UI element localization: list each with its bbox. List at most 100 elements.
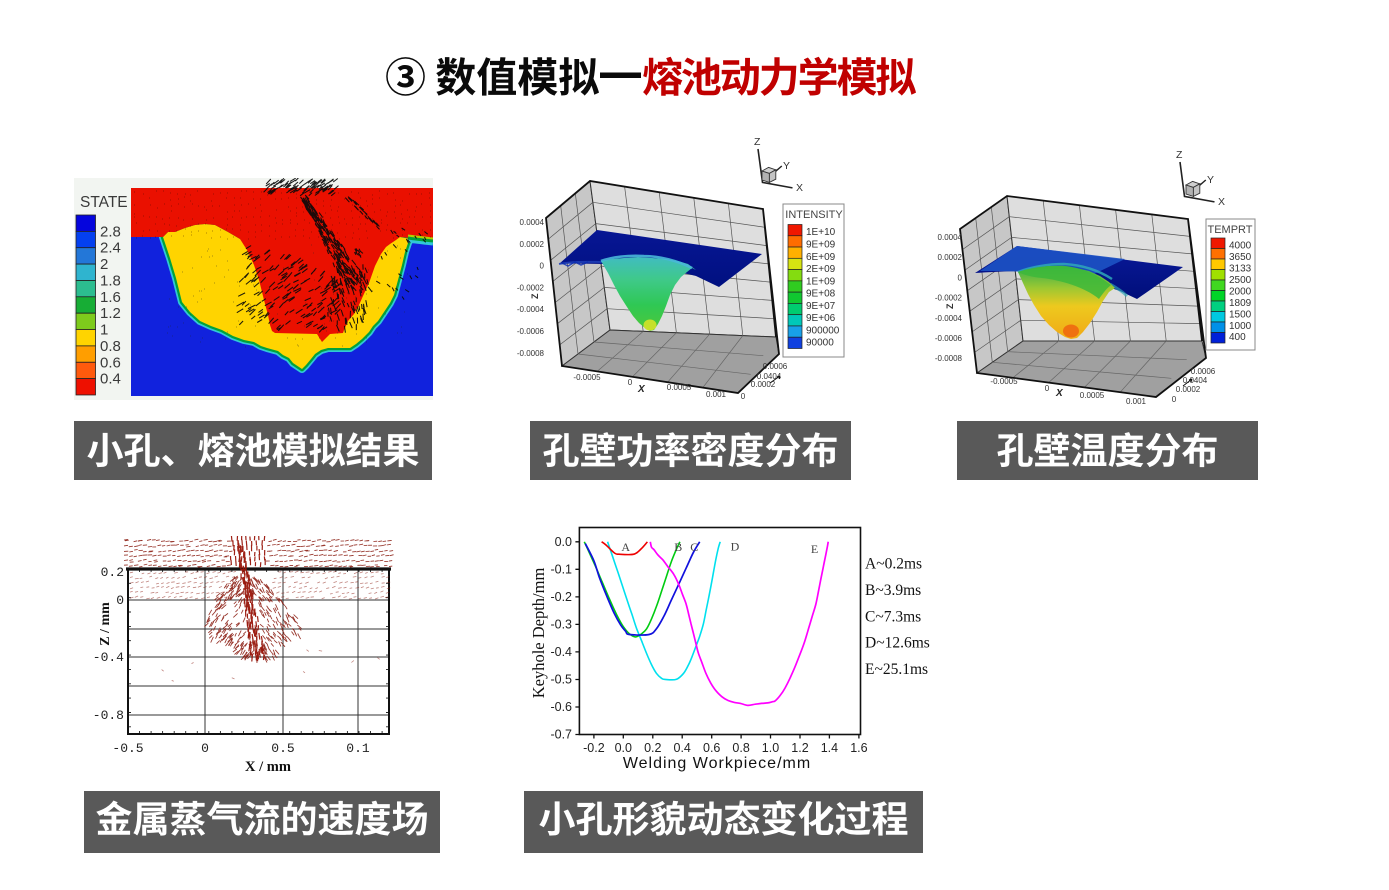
svg-text:0.0004: 0.0004 <box>938 233 963 242</box>
svg-text:0.0005: 0.0005 <box>1080 391 1105 400</box>
svg-text:B~3.9ms: B~3.9ms <box>865 582 921 599</box>
svg-text:-0.5: -0.5 <box>112 741 143 756</box>
svg-text:1.2: 1.2 <box>791 741 808 755</box>
svg-text:-0.2: -0.2 <box>583 741 605 755</box>
svg-text:0.0004: 0.0004 <box>520 218 545 227</box>
svg-text:0.2: 0.2 <box>644 741 661 755</box>
svg-text:1E+09: 1E+09 <box>806 276 836 287</box>
svg-text:Y: Y <box>783 160 790 172</box>
svg-text:E: E <box>811 542 818 556</box>
svg-text:9E+07: 9E+07 <box>806 301 836 312</box>
svg-text:3133: 3133 <box>1229 264 1252 275</box>
svg-text:0.6: 0.6 <box>703 741 720 755</box>
svg-text:0.0002: 0.0002 <box>520 240 545 249</box>
svg-text:0.0404: 0.0404 <box>757 372 782 381</box>
svg-text:1: 1 <box>100 322 108 339</box>
svg-text:TEMPRT: TEMPRT <box>1207 224 1252 236</box>
svg-text:-0.5: -0.5 <box>550 673 572 687</box>
svg-text:X: X <box>1218 196 1225 208</box>
svg-text:-0.6: -0.6 <box>550 700 572 714</box>
svg-text:-0.4: -0.4 <box>550 645 572 659</box>
svg-text:Keyhole Depth/mm: Keyhole Depth/mm <box>529 568 548 699</box>
svg-text:900000: 900000 <box>806 325 840 336</box>
svg-text:1.2: 1.2 <box>100 305 121 322</box>
svg-text:-0.2: -0.2 <box>550 590 572 604</box>
svg-text:0.001: 0.001 <box>1126 397 1147 406</box>
svg-text:3650: 3650 <box>1229 252 1252 263</box>
svg-text:C: C <box>690 540 698 554</box>
svg-text:0.8: 0.8 <box>732 741 749 755</box>
svg-text:-0.0006: -0.0006 <box>935 334 963 343</box>
svg-text:2.8: 2.8 <box>100 223 121 240</box>
svg-text:1.6: 1.6 <box>850 741 867 755</box>
svg-text:1E+10: 1E+10 <box>806 227 836 238</box>
svg-text:2000: 2000 <box>1229 286 1252 297</box>
svg-text:6E+09: 6E+09 <box>806 252 836 263</box>
svg-text:0: 0 <box>628 378 633 387</box>
svg-text:1.6: 1.6 <box>100 289 121 306</box>
svg-text:-0.0002: -0.0002 <box>517 283 545 292</box>
svg-text:0.0: 0.0 <box>555 535 572 549</box>
svg-text:0: 0 <box>1045 384 1050 393</box>
svg-text:1000: 1000 <box>1229 321 1252 332</box>
svg-text:Z: Z <box>754 136 761 148</box>
svg-text:9E+06: 9E+06 <box>806 313 836 324</box>
svg-text:Z: Z <box>945 303 955 309</box>
svg-text:X: X <box>796 182 803 194</box>
svg-text:C~7.3ms: C~7.3ms <box>865 608 921 625</box>
svg-text:0.001: 0.001 <box>706 390 727 399</box>
svg-text:A~0.2ms: A~0.2ms <box>865 556 922 573</box>
svg-text:90000: 90000 <box>806 338 834 349</box>
svg-text:9E+09: 9E+09 <box>806 240 836 251</box>
svg-text:-0.0004: -0.0004 <box>935 314 963 323</box>
svg-text:A: A <box>621 540 630 554</box>
svg-text:-0.7: -0.7 <box>550 728 572 742</box>
svg-text:D: D <box>731 540 740 554</box>
svg-text:0.0404: 0.0404 <box>1183 376 1208 385</box>
svg-text:-0.1: -0.1 <box>550 562 572 576</box>
svg-text:0.6: 0.6 <box>100 354 121 371</box>
svg-text:1.4: 1.4 <box>821 741 838 755</box>
svg-text:1500: 1500 <box>1229 309 1252 320</box>
svg-text:D~12.6ms: D~12.6ms <box>865 635 930 652</box>
svg-text:-0.0002: -0.0002 <box>935 294 963 303</box>
svg-text:0.8: 0.8 <box>100 338 121 355</box>
svg-text:Z / mm: Z / mm <box>98 602 113 646</box>
svg-text:2.4: 2.4 <box>100 240 121 257</box>
svg-text:E~25.1ms: E~25.1ms <box>865 661 928 678</box>
svg-text:-0.3: -0.3 <box>550 617 572 631</box>
svg-text:400: 400 <box>1229 332 1246 343</box>
svg-text:-0.0006: -0.0006 <box>517 327 545 336</box>
svg-text:B: B <box>674 540 682 554</box>
svg-text:X: X <box>637 384 646 395</box>
svg-text:0.0002: 0.0002 <box>1176 385 1201 394</box>
svg-text:0.2: 0.2 <box>101 565 124 580</box>
svg-text:0.1: 0.1 <box>346 741 370 756</box>
svg-text:X / mm: X / mm <box>245 759 291 775</box>
svg-text:-0.0005: -0.0005 <box>990 377 1018 386</box>
svg-text:-0.0005: -0.0005 <box>573 373 601 382</box>
svg-text:-0.0008: -0.0008 <box>517 349 545 358</box>
svg-text:0: 0 <box>201 741 209 756</box>
svg-text:0.4: 0.4 <box>100 371 121 388</box>
svg-text:0.0002: 0.0002 <box>751 380 776 389</box>
svg-text:0: 0 <box>741 392 746 401</box>
svg-text:0: 0 <box>116 593 124 608</box>
svg-text:-0.4: -0.4 <box>93 650 124 665</box>
svg-text:2E+09: 2E+09 <box>806 264 836 275</box>
svg-text:X: X <box>1055 388 1064 399</box>
svg-text:1809: 1809 <box>1229 298 1252 309</box>
svg-text:0: 0 <box>1172 395 1177 404</box>
svg-text:-0.0008: -0.0008 <box>935 354 963 363</box>
svg-text:0.0002: 0.0002 <box>938 253 963 262</box>
svg-text:STATE: STATE <box>80 194 128 211</box>
svg-text:-0.8: -0.8 <box>93 708 124 723</box>
svg-text:0.0006: 0.0006 <box>1191 367 1216 376</box>
svg-text:0: 0 <box>958 273 963 282</box>
svg-text:0: 0 <box>540 262 545 271</box>
svg-text:4000: 4000 <box>1229 241 1252 252</box>
svg-text:1.0: 1.0 <box>762 741 779 755</box>
svg-text:0.4: 0.4 <box>674 741 691 755</box>
svg-text:0.0005: 0.0005 <box>667 383 692 392</box>
svg-text:2: 2 <box>100 256 108 273</box>
